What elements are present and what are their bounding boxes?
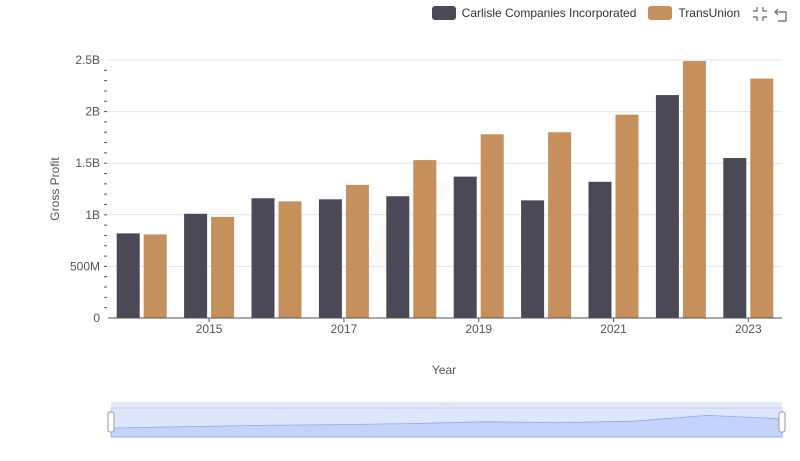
y-tick-label: 2B [85,105,100,119]
y-tick-label: 1B [85,208,100,222]
y-tick-label: 2.5B [75,53,100,67]
legend-item-transunion[interactable]: TransUnion [648,6,740,20]
bar-transunion[interactable] [548,132,572,318]
restore-icon[interactable] [774,6,790,22]
bar-transunion[interactable] [750,78,774,319]
data-zoom-slider[interactable]: ⋯ [107,402,786,438]
bar-carlisle[interactable] [251,198,275,318]
y-axis-title: Gross Profit [48,157,62,221]
bar-transunion[interactable] [143,234,167,318]
bar-transunion[interactable] [278,201,302,318]
bar-transunion[interactable] [615,114,639,318]
legend-label-transunion: TransUnion [678,6,740,20]
bar-transunion[interactable] [345,184,369,318]
legend-swatch-transunion-icon [648,6,673,20]
bar-carlisle[interactable] [318,199,342,318]
x-axis: 2015 2017 2019 2021 2023 [196,318,762,336]
x-tick-label: 2015 [196,322,223,336]
bar-carlisle[interactable] [723,158,747,318]
legend-label-carlisle: Carlisle Companies Incorporated [461,6,637,20]
x-tick-label: 2019 [465,322,492,336]
x-tick-label: 2023 [735,322,762,336]
bar-transunion[interactable] [413,160,437,318]
zoom-select-icon[interactable] [752,6,768,22]
chart-bars[interactable] [116,61,774,319]
bar-carlisle[interactable] [588,181,612,318]
bar-carlisle[interactable] [521,200,545,318]
bar-carlisle[interactable] [453,176,477,318]
chart-toolbox [752,6,790,22]
legend-item-carlisle[interactable]: Carlisle Companies Incorporated [431,6,637,20]
bar-carlisle[interactable] [184,213,208,318]
y-axis: 0 500M 1B 1.5B 2B 2.5B [70,53,100,325]
legend-swatch-carlisle-icon [431,6,456,20]
bar-transunion[interactable] [480,134,504,318]
y-tick-label: 1.5B [75,156,100,170]
zoom-slider-top-bar[interactable] [111,402,782,408]
zoom-grip-icon[interactable]: ⋯ [443,403,449,409]
x-tick-label: 2021 [600,322,627,336]
zoom-handle-left[interactable] [107,411,115,433]
y-axis-minor-ticks [104,69,107,309]
bar-transunion[interactable] [682,61,706,318]
y-tick-label: 0 [93,311,100,325]
y-tick-label: 500M [70,259,100,273]
zoom-handle-right[interactable] [778,411,786,433]
bar-carlisle[interactable] [116,233,140,318]
bar-transunion[interactable] [211,216,235,318]
bar-carlisle[interactable] [386,196,410,318]
x-tick-label: 2017 [331,322,358,336]
x-axis-title: Year [432,363,456,377]
bar-carlisle[interactable] [655,95,679,318]
chart-legend: Carlisle Companies Incorporated TransUni… [431,4,740,22]
